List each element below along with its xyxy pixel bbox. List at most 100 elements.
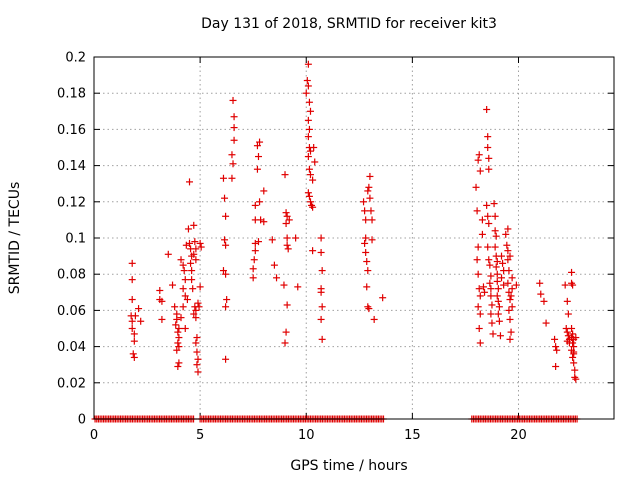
data-point [474, 243, 482, 251]
data-point [365, 305, 373, 313]
data-point [317, 234, 325, 242]
data-point [491, 212, 499, 220]
data-point [495, 317, 503, 325]
data-point [508, 285, 516, 293]
data-point [177, 314, 185, 322]
data-point [156, 286, 164, 294]
data-point [192, 306, 200, 314]
data-point [361, 239, 369, 247]
data-point [188, 276, 196, 284]
data-point [230, 124, 238, 132]
data-point [164, 250, 172, 258]
y-tick-label: 0.06 [57, 304, 86, 319]
plot-frame [93, 56, 615, 420]
data-point [310, 144, 318, 151]
x-tick-label: 10 [298, 428, 315, 443]
data-point [493, 270, 501, 278]
data-point [304, 133, 312, 141]
data-point [569, 281, 577, 289]
data-point [186, 178, 194, 186]
data-point [487, 292, 495, 300]
data-point [305, 98, 313, 106]
data-point [568, 325, 576, 332]
data-point [194, 299, 202, 307]
data-point [192, 256, 200, 264]
data-point [230, 113, 238, 121]
data-point [502, 230, 510, 238]
data-point [249, 274, 257, 282]
data-point [280, 281, 288, 289]
data-point [537, 290, 545, 298]
data-point [137, 317, 145, 325]
data-point [130, 353, 138, 361]
data-point [128, 276, 136, 284]
data-point [505, 267, 513, 275]
data-point [311, 158, 319, 166]
data-point [223, 296, 231, 304]
data-point [179, 261, 187, 269]
x-tick-label: 0 [90, 428, 98, 443]
data-point [487, 285, 495, 293]
data-point [484, 144, 492, 151]
data-point [175, 359, 183, 367]
data-point [563, 297, 571, 305]
data-point [485, 256, 493, 264]
data-point [317, 315, 325, 323]
data-point [180, 267, 188, 275]
data-point [498, 252, 506, 260]
data-point [193, 348, 201, 356]
y-tick-label: 0.04 [57, 340, 86, 355]
data-point [304, 82, 312, 90]
data-point [221, 236, 229, 244]
data-point [250, 256, 258, 264]
data-point [191, 238, 199, 246]
y-tick-label: 0.02 [57, 376, 86, 391]
data-point [254, 238, 262, 246]
data-point [362, 234, 370, 242]
y-tick-label: 0.12 [57, 195, 86, 210]
data-point [498, 274, 506, 282]
data-point [171, 303, 179, 311]
data-point [260, 218, 268, 226]
data-point [281, 171, 289, 179]
y-tick-label: 0.2 [65, 51, 86, 66]
data-point [174, 328, 182, 336]
data-point [499, 259, 507, 267]
data-point [181, 276, 189, 284]
data-point [364, 303, 372, 311]
grid-lines [94, 57, 614, 419]
data-point [192, 339, 200, 347]
data-point [366, 194, 374, 202]
data-point [493, 277, 501, 285]
data-point [478, 216, 486, 224]
data-point [488, 301, 496, 309]
data-point [304, 116, 312, 124]
data-point [504, 256, 512, 264]
data-point [367, 207, 375, 215]
data-point [365, 183, 373, 191]
data-point [222, 355, 230, 363]
data-point [193, 361, 201, 369]
data-point [190, 310, 198, 318]
data-point [363, 283, 371, 291]
data-point [175, 334, 183, 342]
data-point [175, 325, 183, 332]
data-point [494, 285, 502, 293]
data-point [253, 165, 261, 173]
data-point [183, 296, 191, 304]
data-point [318, 267, 326, 275]
data-point [128, 259, 136, 267]
data-point [492, 232, 500, 240]
data-point [131, 312, 139, 320]
data-point [379, 294, 387, 302]
data-point [254, 153, 262, 161]
data-point [184, 225, 192, 233]
x-axis-label: GPS time / hours [290, 458, 407, 474]
y-tick-label: 0.16 [57, 123, 86, 138]
data-point [251, 201, 259, 209]
data-point [196, 283, 204, 291]
data-point [229, 160, 237, 168]
data-point [536, 279, 544, 287]
data-point [222, 241, 230, 249]
y-tick-label: 0.14 [57, 159, 86, 174]
